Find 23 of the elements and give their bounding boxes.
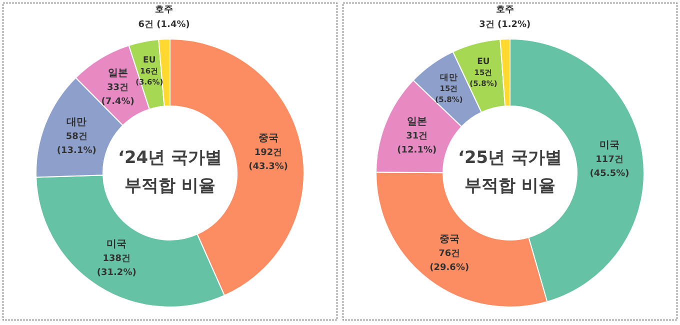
text: ‘24년 국가별 부적합 비율 — [118, 148, 222, 196]
slice-label: 미국 — [600, 140, 620, 151]
slice-label: 호주 — [496, 5, 514, 16]
data-label: 3건 (1.2%) — [479, 20, 531, 30]
slice-label: 대만 — [66, 116, 87, 128]
text: ‘25년 국가별 부적합 비율 — [458, 148, 562, 196]
data-label: 76건 (29.6%) — [430, 249, 470, 274]
data-label: 31건 (12.1%) — [397, 131, 437, 156]
data-label: 117건 (45.5%) — [590, 154, 630, 179]
data-label: 58건 (13.1%) — [56, 132, 96, 156]
slice-label: 중국 — [258, 133, 278, 144]
slice-label: 호주 — [155, 5, 174, 16]
slice-label: 미국 — [106, 239, 127, 250]
slice-label: 대만 — [440, 73, 458, 84]
data-label: 33건 (7.4%) — [101, 83, 134, 108]
data-label: 138건 (31.2%) — [96, 254, 136, 278]
slice-label: EU — [477, 56, 490, 67]
slice-label: EU — [143, 56, 156, 66]
data-label: 192건 (43.3%) — [248, 148, 288, 172]
slice-label: 중국 — [439, 234, 460, 246]
slice-label: 일본 — [406, 116, 427, 128]
data-label: 6건 (1.4%) — [138, 20, 190, 30]
slice-label: 일본 — [108, 68, 128, 80]
